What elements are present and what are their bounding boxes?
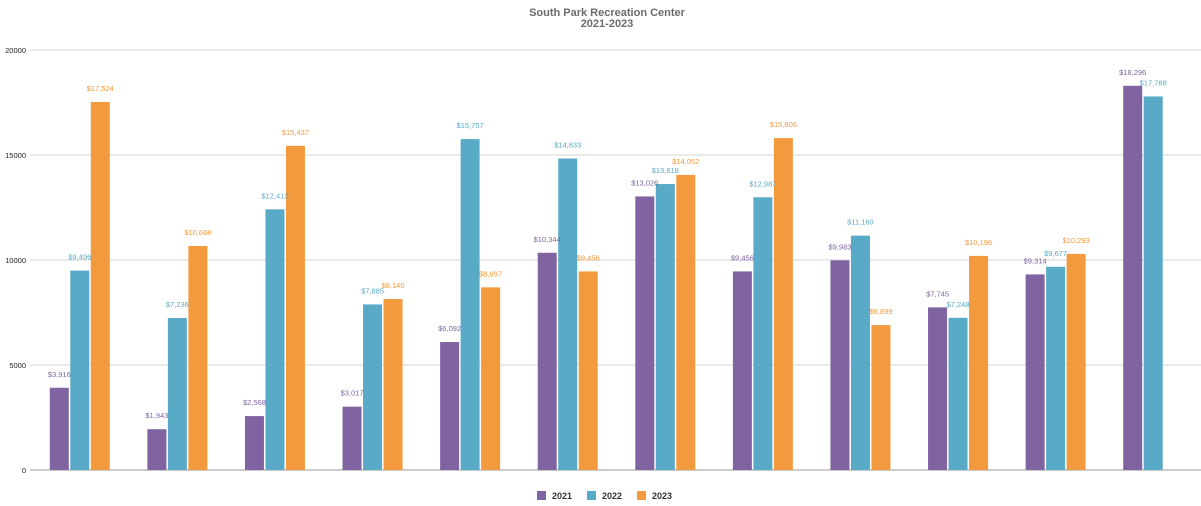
legend-swatch [537, 491, 546, 500]
bar [578, 271, 598, 470]
data-label: $2,568 [243, 398, 266, 407]
data-label: $6,092 [438, 324, 461, 333]
data-label: $13,618 [652, 166, 679, 175]
data-label: $9,983 [828, 242, 851, 251]
bar [1025, 274, 1045, 470]
bar [1143, 96, 1163, 471]
bar [655, 184, 675, 470]
data-label: $9,496 [68, 253, 91, 262]
data-label: $15,757 [457, 121, 484, 130]
legend-label: 2022 [602, 491, 622, 501]
data-label: $13,026 [631, 178, 658, 187]
bar [537, 252, 557, 470]
bar [383, 299, 403, 470]
bar [1046, 266, 1066, 470]
data-label: $6,899 [869, 307, 892, 316]
data-label: $9,314 [1024, 256, 1047, 265]
bar [285, 145, 305, 470]
bar [70, 270, 90, 470]
chart-subtitle: 2021-2023 [581, 18, 634, 30]
legend: 2021 2022 2023 [537, 491, 672, 501]
data-label: $10,196 [965, 238, 992, 247]
legend-label: 2023 [652, 491, 672, 501]
data-label: $8,140 [382, 281, 405, 290]
bar [188, 245, 208, 470]
legend-label: 2021 [552, 491, 572, 501]
bar [1123, 85, 1143, 470]
data-label: $17,788 [1140, 78, 1167, 87]
bar [49, 387, 69, 470]
data-label: $12,413 [261, 191, 288, 200]
bar [90, 101, 110, 470]
data-label: $14,052 [672, 157, 699, 166]
data-label: $10,293 [1063, 236, 1090, 245]
chart-title: South Park Recreation Center [529, 7, 686, 19]
bar [928, 307, 948, 470]
bar [440, 342, 460, 470]
data-label: $14,833 [554, 141, 581, 150]
data-label: $3,017 [341, 389, 364, 398]
data-label: $10,344 [534, 235, 561, 244]
bar [753, 197, 773, 470]
data-label: $3,916 [48, 370, 71, 379]
bar [773, 138, 793, 470]
bar [363, 304, 383, 470]
bar [265, 209, 285, 470]
bar [147, 429, 167, 470]
data-label: $18,296 [1119, 68, 1146, 77]
legend-swatch [637, 491, 646, 500]
data-label: $15,437 [282, 128, 309, 137]
y-tick-label: 20000 [5, 46, 26, 55]
data-label: $7,248 [947, 300, 970, 309]
bar [342, 406, 362, 470]
data-label: $9,456 [731, 253, 754, 262]
y-tick-label: 15000 [5, 151, 26, 160]
bars [49, 85, 1163, 471]
y-tick-label: 0 [22, 466, 26, 475]
bar [676, 174, 696, 470]
y-tick-label: 10000 [5, 256, 26, 265]
bar [969, 255, 989, 470]
bar [635, 196, 655, 471]
data-label: $10,668 [184, 228, 211, 237]
bar [871, 325, 891, 470]
bar [1066, 253, 1086, 470]
bar [948, 317, 968, 470]
data-label: $11,160 [847, 218, 874, 227]
bar [481, 287, 501, 470]
bar [850, 235, 870, 470]
data-label: $9,677 [1044, 249, 1067, 258]
bar [830, 260, 850, 470]
y-tick-label: 5000 [9, 361, 26, 370]
bar [460, 139, 480, 470]
data-label: $12,987 [749, 179, 776, 188]
data-label: $8,697 [479, 269, 502, 278]
data-label: $17,524 [87, 84, 114, 93]
legend-swatch [587, 491, 596, 500]
data-label: $7,745 [926, 289, 949, 298]
data-label: $15,806 [770, 120, 797, 129]
data-labels: $3,916 $9,496 $17,524 $1,943 $7,236 $10,668 $2… [48, 68, 1167, 420]
y-axis: 0 5000 10000 15000 20000 [5, 46, 26, 475]
bar [732, 271, 752, 470]
data-label: $1,943 [145, 411, 168, 420]
data-label: $7,236 [166, 300, 189, 309]
bar [558, 158, 578, 470]
bar [244, 416, 264, 470]
data-label: $7,885 [361, 286, 384, 295]
data-label: $9,456 [577, 253, 600, 262]
gridlines [30, 49, 1201, 471]
bar [167, 318, 187, 470]
